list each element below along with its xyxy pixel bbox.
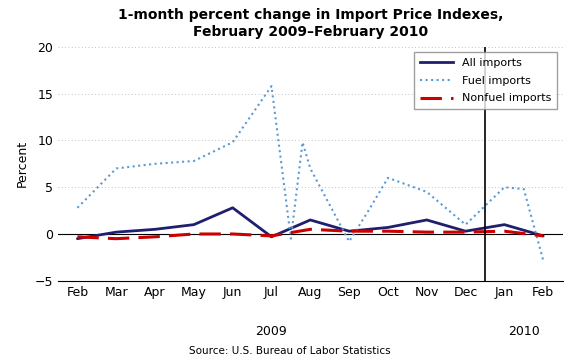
Text: Source: U.S. Bureau of Labor Statistics: Source: U.S. Bureau of Labor Statistics [189, 346, 391, 356]
Text: 2009: 2009 [256, 325, 287, 338]
Legend: All imports, Fuel imports, Nonfuel imports: All imports, Fuel imports, Nonfuel impor… [414, 52, 557, 109]
Text: 2010: 2010 [508, 325, 539, 338]
Title: 1-month percent change in Import Price Indexes,
February 2009–February 2010: 1-month percent change in Import Price I… [118, 9, 503, 39]
Y-axis label: Percent: Percent [16, 140, 29, 187]
